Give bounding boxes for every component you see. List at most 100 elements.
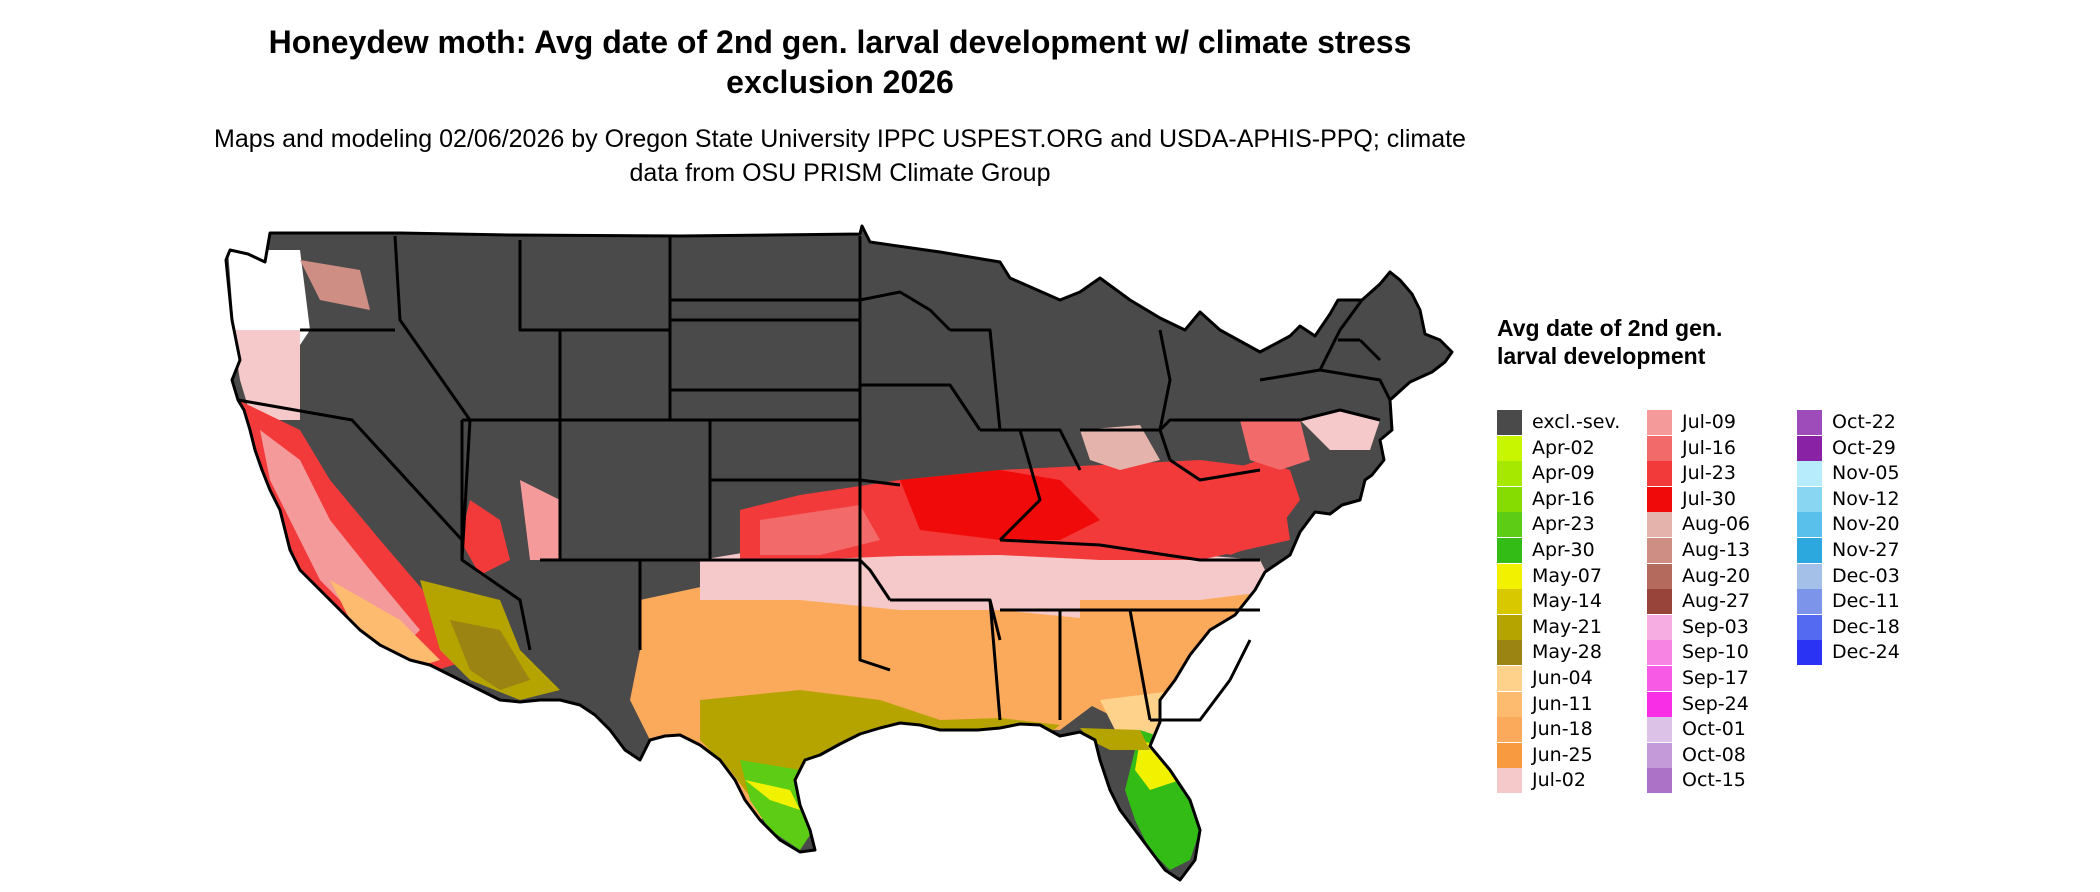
legend-item: Oct-29 xyxy=(1797,435,1937,461)
legend-label: Oct-01 xyxy=(1682,718,1746,741)
state-boundaries xyxy=(224,224,1454,882)
legend-item: Sep-17 xyxy=(1647,666,1787,691)
legend-item: Apr-30 xyxy=(1497,538,1637,563)
legend-label: Apr-16 xyxy=(1532,487,1595,510)
legend-swatch xyxy=(1797,410,1822,435)
legend-item: Apr-02 xyxy=(1497,435,1637,461)
legend-label: Nov-12 xyxy=(1832,487,1900,510)
legend-item: Sep-24 xyxy=(1647,691,1787,717)
legend-label: Sep-10 xyxy=(1682,641,1749,664)
legend-item: Aug-20 xyxy=(1647,563,1787,589)
legend-item: Apr-23 xyxy=(1497,512,1637,538)
legend-item: Jun-25 xyxy=(1497,742,1637,768)
map-subtitle: Maps and modeling 02/06/2026 by Oregon S… xyxy=(214,125,1466,187)
legend-swatch xyxy=(1497,563,1522,589)
legend-swatch xyxy=(1647,563,1672,589)
legend-item: Oct-08 xyxy=(1647,742,1787,768)
legend-swatch xyxy=(1647,691,1672,717)
legend-item: May-14 xyxy=(1497,589,1637,615)
legend-item: Jun-18 xyxy=(1497,717,1637,743)
legend-label: Jun-18 xyxy=(1532,718,1593,741)
legend-title: Avg date of 2nd gen. larval development xyxy=(1497,315,1723,369)
legend-swatch xyxy=(1497,512,1522,538)
legend-label: Aug-20 xyxy=(1682,564,1751,587)
legend-swatch xyxy=(1647,742,1672,768)
legend-item: Aug-06 xyxy=(1647,512,1787,538)
legend-item: Jul-30 xyxy=(1647,486,1787,512)
legend-swatch xyxy=(1497,614,1522,640)
legend-item: Jul-09 xyxy=(1647,410,1787,435)
legend-label: Nov-20 xyxy=(1832,513,1900,536)
legend-item: May-28 xyxy=(1497,640,1637,666)
legend-swatch xyxy=(1797,538,1822,563)
legend-label: Jul-02 xyxy=(1532,769,1586,792)
legend-swatch xyxy=(1497,768,1522,794)
legend-label: Jun-11 xyxy=(1532,692,1593,715)
legend-label: Sep-24 xyxy=(1682,692,1749,715)
legend-label: Nov-27 xyxy=(1832,539,1900,561)
legend-item: Jul-16 xyxy=(1647,435,1787,461)
legend-swatch xyxy=(1497,691,1522,717)
legend-label: May-07 xyxy=(1532,564,1602,587)
legend-swatch xyxy=(1797,640,1822,666)
legend-swatch xyxy=(1497,538,1522,563)
legend-swatch xyxy=(1647,666,1672,691)
legend-label: Jul-23 xyxy=(1682,462,1736,485)
legend-label: Aug-13 xyxy=(1682,539,1751,561)
legend-label: Aug-06 xyxy=(1682,513,1751,536)
legend-label: Oct-08 xyxy=(1682,743,1746,766)
legend-label: Sep-17 xyxy=(1682,667,1749,689)
legend-swatch xyxy=(1497,717,1522,743)
legend-swatch xyxy=(1647,435,1672,461)
legend-label: May-21 xyxy=(1532,615,1602,638)
legend-swatch xyxy=(1497,640,1522,666)
legend-item: Jun-11 xyxy=(1497,691,1637,717)
legend-label: Jul-30 xyxy=(1682,487,1736,510)
legend-item: Jul-02 xyxy=(1497,768,1637,794)
legend-item: Sep-10 xyxy=(1647,640,1787,666)
legend-label: Jul-16 xyxy=(1682,436,1736,459)
legend-label: Oct-22 xyxy=(1832,411,1896,433)
legend-item: Sep-03 xyxy=(1647,614,1787,640)
legend-label: Nov-05 xyxy=(1832,462,1900,485)
legend-label: Aug-27 xyxy=(1682,590,1751,613)
legend-swatch xyxy=(1647,589,1672,615)
legend-swatch xyxy=(1647,486,1672,512)
legend-swatch xyxy=(1497,461,1522,487)
legend-swatch xyxy=(1647,512,1672,538)
legend-swatch xyxy=(1797,614,1822,640)
legend-label: Apr-09 xyxy=(1532,462,1595,485)
legend-item: Nov-20 xyxy=(1797,512,1937,538)
legend-swatch xyxy=(1797,512,1822,538)
legend-item: Jul-23 xyxy=(1647,461,1787,487)
legend-label: May-14 xyxy=(1532,590,1602,613)
legend-label: Apr-30 xyxy=(1532,539,1595,561)
legend-item: Apr-09 xyxy=(1497,461,1637,487)
legend-swatch xyxy=(1647,768,1672,794)
legend-item: Nov-27 xyxy=(1797,538,1937,563)
legend-label: Apr-23 xyxy=(1532,513,1595,536)
legend-item: Oct-22 xyxy=(1797,410,1937,435)
legend-swatch xyxy=(1647,717,1672,743)
legend-item: Apr-16 xyxy=(1497,486,1637,512)
legend-item: excl.-sev. xyxy=(1497,410,1637,435)
legend-label: Apr-02 xyxy=(1532,436,1595,459)
legend-swatch xyxy=(1647,614,1672,640)
legend-item: Dec-11 xyxy=(1797,589,1937,615)
legend-swatch xyxy=(1497,589,1522,615)
legend-item: Nov-12 xyxy=(1797,486,1937,512)
legend-item: May-21 xyxy=(1497,614,1637,640)
legend-item: Aug-27 xyxy=(1647,589,1787,615)
legend-swatch xyxy=(1497,666,1522,691)
legend-label: Dec-03 xyxy=(1832,564,1900,587)
legend-label: Jun-04 xyxy=(1532,667,1593,689)
legend-item: Jun-04 xyxy=(1497,666,1637,691)
legend-swatch xyxy=(1647,461,1672,487)
legend-label: Oct-15 xyxy=(1682,769,1746,792)
legend-swatch xyxy=(1497,742,1522,768)
legend-item: Nov-05 xyxy=(1797,461,1937,487)
legend-item: Oct-15 xyxy=(1647,768,1787,794)
legend-label: Sep-03 xyxy=(1682,615,1749,638)
legend-item: Dec-18 xyxy=(1797,614,1937,640)
legend-label: Jun-25 xyxy=(1532,743,1593,766)
